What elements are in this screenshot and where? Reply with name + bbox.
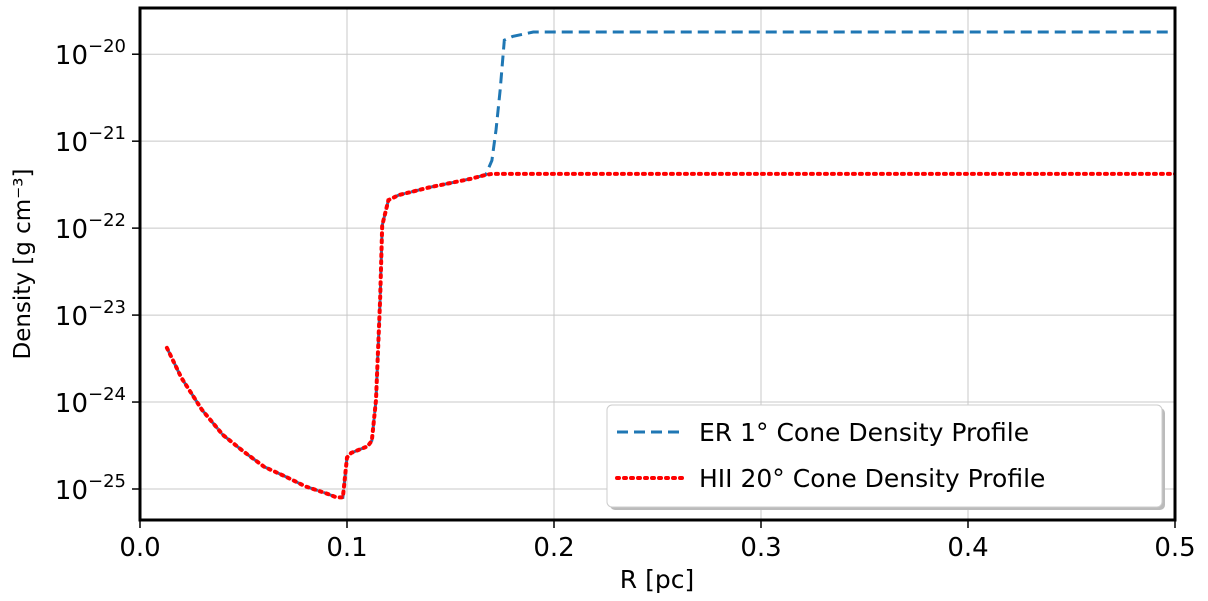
plot-lines [164,30,1175,500]
y-tick-label: 10−23 [55,297,126,332]
y-tick-label: 10−20 [55,36,126,71]
legend-label: HII 20° Cone Density Profile [699,464,1045,493]
x-tick-label: 0.2 [533,533,574,563]
x-tick-label: 0.0 [119,533,160,563]
y-tick-label: 10−24 [55,384,126,419]
y-tick-label: 10−22 [55,210,126,245]
plot-frame [138,6,1177,522]
x-tick-label: 0.3 [740,533,781,563]
x-tick-label: 0.4 [947,533,988,563]
x-tick-label: 0.5 [1154,533,1195,563]
y-axis-label: Density [g cm⁻³] [10,168,36,359]
y-tick-label: 10−25 [55,471,126,506]
x-axis-label: R [pc] [620,565,694,594]
y-tick-label: 10−21 [55,123,126,158]
data-line [164,171,1175,500]
legend-label: ER 1° Cone Density Profile [699,418,1029,447]
x-tick-label: 0.1 [326,533,367,563]
legend-box [606,404,1163,508]
